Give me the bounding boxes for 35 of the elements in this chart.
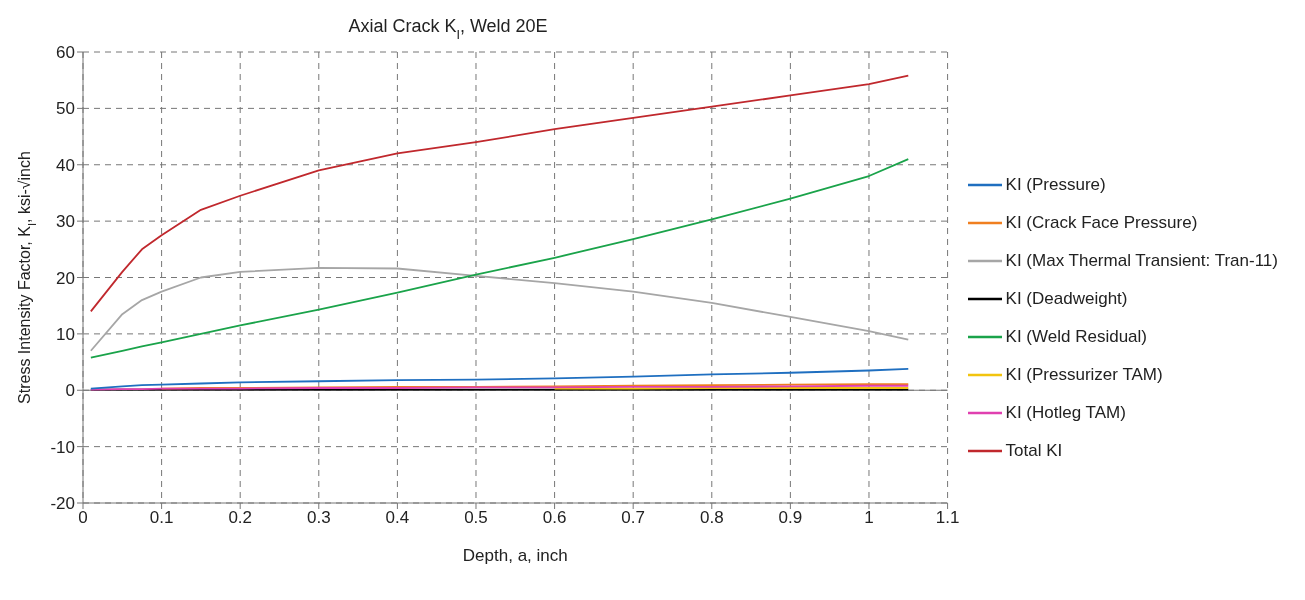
y-tick-label: 50 — [56, 99, 75, 119]
x-tick-label: 0.2 — [228, 508, 253, 528]
chart-title: Axial Crack K$_{I}$, Weld 20E — [348, 16, 548, 42]
legend-label: KI (Weld Residual) — [1005, 325, 1147, 348]
x-tick-label: 0.6 — [542, 508, 567, 528]
x-tick-label: 0.7 — [621, 508, 646, 528]
line-series — [89, 267, 910, 352]
x-axis-title: Depth, a, inch — [462, 546, 568, 565]
y-tick-label: 60 — [56, 43, 75, 63]
legend-label: KI (Pressure) — [1005, 173, 1106, 196]
y-tick-label: 20 — [56, 268, 75, 288]
legend-label: KI (Hotleg TAM) — [1005, 401, 1126, 424]
x-tick-label: 0.3 — [306, 508, 331, 528]
x-tick-label: 0.5 — [464, 508, 488, 528]
line-series — [89, 158, 910, 359]
x-tick-label: 1 — [864, 508, 874, 528]
x-tick-label: 0.8 — [699, 508, 724, 528]
x-tick-label: 0.1 — [149, 508, 174, 528]
y-tick-label: -20 — [50, 494, 75, 514]
x-tick-label: 0.9 — [778, 508, 803, 528]
legend-label: KI (Deadweight) — [1005, 287, 1128, 310]
line-series — [89, 367, 910, 390]
y-tick-label: 30 — [56, 212, 75, 232]
y-tick-label: -10 — [50, 437, 75, 457]
x-tick-label: 0.4 — [385, 508, 410, 528]
legend-label: Total KI — [1005, 439, 1063, 462]
legend-label: KI (Crack Face Pressure) — [1005, 211, 1198, 234]
line-series — [89, 74, 910, 313]
x-tick-label: 0 — [78, 508, 88, 528]
y-tick-label: 0 — [65, 381, 75, 401]
x-tick-label: 1.1 — [935, 508, 960, 528]
legend-label: KI (Pressurizer TAM) — [1005, 363, 1163, 386]
y-tick-label: 40 — [56, 155, 75, 175]
y-tick-label: 10 — [56, 324, 75, 344]
legend-label: KI (Max Thermal Transient: Tran-11) — [1005, 249, 1278, 272]
